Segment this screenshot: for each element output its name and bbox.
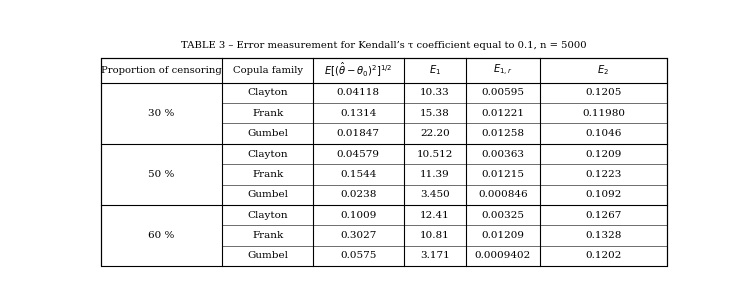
Text: 0.01258: 0.01258	[482, 129, 524, 138]
Text: 0.1223: 0.1223	[585, 170, 622, 179]
Text: 0.01209: 0.01209	[482, 231, 524, 240]
Text: 15.38: 15.38	[420, 109, 449, 118]
Text: 0.1009: 0.1009	[340, 210, 377, 220]
Text: $E_2$: $E_2$	[598, 63, 610, 77]
Text: 0.00363: 0.00363	[482, 149, 524, 159]
Text: Clayton: Clayton	[247, 88, 288, 98]
Text: Copula family: Copula family	[233, 66, 303, 75]
Text: $E_1$: $E_1$	[428, 63, 441, 77]
Text: Gumbel: Gumbel	[247, 251, 288, 260]
Text: 0.1092: 0.1092	[585, 190, 622, 199]
Text: 10.81: 10.81	[420, 231, 449, 240]
Text: 0.000846: 0.000846	[478, 190, 527, 199]
Text: 0.1544: 0.1544	[340, 170, 377, 179]
Text: 0.1046: 0.1046	[585, 129, 622, 138]
Text: 3.450: 3.450	[420, 190, 449, 199]
Bar	[100, 58, 667, 266]
Text: 0.01221: 0.01221	[482, 109, 524, 118]
Text: 0.0009402: 0.0009402	[475, 251, 531, 260]
Text: 0.1314: 0.1314	[340, 109, 377, 118]
Text: 0.1267: 0.1267	[585, 210, 622, 220]
Text: 0.00595: 0.00595	[482, 88, 524, 98]
Text: 0.1328: 0.1328	[585, 231, 622, 240]
Text: 0.04118: 0.04118	[337, 88, 380, 98]
Text: Frank: Frank	[252, 231, 283, 240]
Text: 0.0575: 0.0575	[340, 251, 377, 260]
Text: 50 %: 50 %	[148, 170, 175, 179]
Text: 0.01215: 0.01215	[482, 170, 524, 179]
Text: Clayton: Clayton	[247, 210, 288, 220]
Text: Gumbel: Gumbel	[247, 190, 288, 199]
Text: 22.20: 22.20	[420, 129, 449, 138]
Text: 0.3027: 0.3027	[340, 231, 377, 240]
Text: 10.33: 10.33	[420, 88, 449, 98]
Text: 0.1205: 0.1205	[585, 88, 622, 98]
Text: 30 %: 30 %	[148, 109, 175, 118]
Text: Gumbel: Gumbel	[247, 129, 288, 138]
Text: 0.1202: 0.1202	[585, 251, 622, 260]
Text: 10.512: 10.512	[416, 149, 453, 159]
Text: 0.1209: 0.1209	[585, 149, 622, 159]
Text: 12.41: 12.41	[420, 210, 449, 220]
Text: 0.01847: 0.01847	[337, 129, 380, 138]
Text: Clayton: Clayton	[247, 149, 288, 159]
Text: Proportion of censoring: Proportion of censoring	[101, 66, 222, 75]
Text: TABLE 3 – Error measurement for Kendall’s τ coefficient equal to 0.1, n = 5000: TABLE 3 – Error measurement for Kendall’…	[181, 41, 586, 50]
Text: 0.11980: 0.11980	[582, 109, 625, 118]
Text: 3.171: 3.171	[420, 251, 449, 260]
Text: 11.39: 11.39	[420, 170, 449, 179]
Text: $E_{1,r}$: $E_{1,r}$	[493, 63, 512, 78]
Text: Frank: Frank	[252, 170, 283, 179]
Text: 0.0238: 0.0238	[340, 190, 377, 199]
Text: $E[(\hat{\theta}-\theta_0)^2]^{1/2}$: $E[(\hat{\theta}-\theta_0)^2]^{1/2}$	[324, 61, 392, 79]
Text: 60 %: 60 %	[148, 231, 175, 240]
Text: 0.04579: 0.04579	[337, 149, 380, 159]
Text: 0.00325: 0.00325	[482, 210, 524, 220]
Text: Frank: Frank	[252, 109, 283, 118]
